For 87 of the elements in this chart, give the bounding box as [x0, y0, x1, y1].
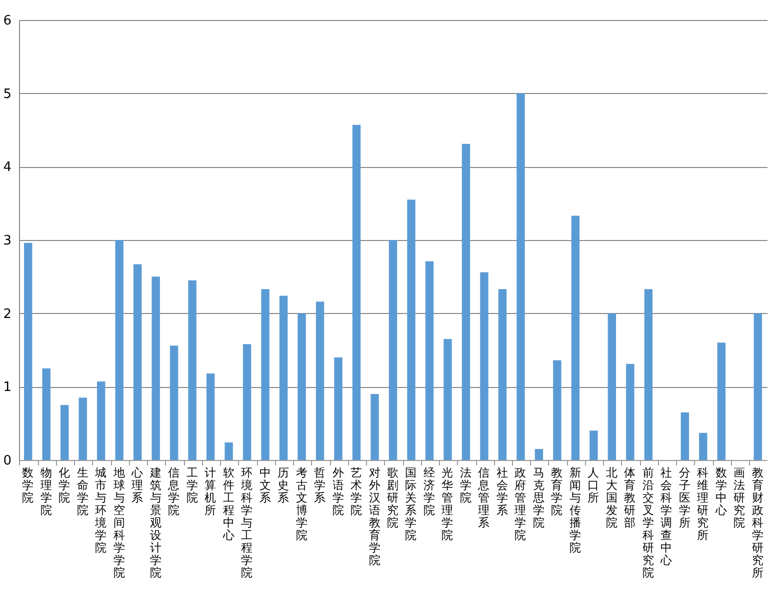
x-tick-label: 计算机所: [204, 466, 217, 517]
bar: [626, 364, 634, 460]
x-tick-label: 画法研究院: [734, 466, 746, 530]
y-tick-label: 5: [3, 86, 12, 102]
bar: [152, 276, 160, 460]
bar: [644, 289, 653, 460]
category-label: 教育财政科学研究所: [752, 466, 764, 580]
x-tick-label: 经济学院: [423, 466, 436, 517]
bar: [224, 442, 233, 460]
x-tick-label: 信息管理系: [477, 466, 490, 530]
bar: [298, 313, 306, 460]
bar: [680, 412, 690, 460]
x-tick-label: 软件工程中心: [222, 466, 235, 542]
bar: [188, 280, 196, 460]
bar: [444, 339, 452, 460]
y-tick-label: 3: [3, 234, 12, 248]
bar: [388, 240, 398, 460]
bar: [242, 344, 252, 460]
bar: [571, 216, 580, 460]
bar: [170, 346, 178, 460]
bar: [334, 357, 342, 460]
bar: [133, 264, 142, 460]
bar: [407, 200, 416, 460]
x-tick-label: 生命学院: [76, 466, 89, 517]
x-tick-label: 历史系: [278, 466, 290, 504]
bar: [316, 302, 324, 460]
category-label: 前沿交叉学科研究院: [642, 466, 654, 580]
bar: [115, 240, 124, 460]
bar: [261, 289, 270, 460]
bar: [425, 261, 434, 460]
bar: [96, 382, 106, 460]
x-tick-label: 国际关系学院: [405, 466, 418, 542]
category-label: 地球与空间科学学院: [113, 466, 126, 580]
x-tick-label: 艺术学院: [350, 466, 363, 517]
category-label: 建筑与景观设计学院: [150, 466, 162, 580]
x-tick-label: 考古文博学院: [296, 466, 308, 542]
bar: [516, 93, 525, 460]
bar: [78, 398, 87, 460]
bar: [480, 272, 488, 460]
bar: [42, 368, 50, 460]
bar: [754, 313, 762, 460]
bar: [352, 124, 361, 460]
bar: [608, 313, 616, 460]
bar: [717, 342, 726, 460]
x-tick-label: 外语学院: [332, 466, 344, 517]
x-tick-label: 歌剧研究院: [387, 466, 399, 530]
bar: [24, 242, 32, 460]
x-tick-label: 人口所: [588, 466, 600, 504]
y-tick-label: 6: [3, 14, 12, 28]
x-tick-label: 政府管理学院: [514, 466, 527, 542]
x-tick-label: 新闻与传播学院: [569, 466, 582, 554]
x-tick-label: 数学中心: [714, 466, 728, 517]
bar: [590, 430, 598, 460]
x-tick-label: 社会科学调查中心: [660, 466, 673, 567]
bar: [60, 405, 69, 460]
x-tick-label: 数学院: [22, 466, 34, 504]
x-tick-label: 信息学院: [167, 466, 180, 517]
bar: [279, 296, 288, 460]
bar: [534, 449, 544, 460]
bar: [462, 144, 470, 460]
x-tick-label: 法学院: [460, 466, 472, 504]
x-tick-label: 体育教研部: [624, 466, 636, 530]
x-tick-label: 马克思学院: [532, 466, 545, 530]
x-tick-label: 教育学院: [551, 466, 564, 517]
x-tick-label: 北大国发院: [606, 466, 618, 530]
y-tick-label: 1: [3, 380, 12, 396]
x-tick-label: 心理系: [130, 466, 144, 504]
bar: [699, 432, 708, 460]
x-tick-label: 化学院: [58, 466, 71, 504]
y-tick-label: 0: [3, 454, 12, 468]
x-tick-label: 科维理研究所: [697, 466, 710, 542]
category-label: 环境科学与工程学院: [241, 466, 254, 580]
y-tick-label: 2: [3, 306, 12, 322]
x-tick-label: 物理学院: [40, 466, 52, 517]
x-tick-label: 城市与环境学院: [94, 466, 108, 554]
x-tick-label: 社会学系: [496, 466, 508, 517]
x-tick-label: 分子医学所: [678, 466, 691, 530]
y-tick-label: 4: [3, 160, 12, 176]
x-tick-label: 光华管理学院: [442, 466, 454, 542]
bar: [553, 360, 562, 460]
bar: [370, 394, 379, 460]
x-tick-label: 中文系: [259, 466, 272, 504]
x-tick-label: 哲学系: [314, 466, 326, 504]
bar: [498, 289, 507, 460]
bar: [206, 373, 215, 460]
x-tick-label: 工学院: [186, 466, 198, 504]
x-tick-label: 对外汉语教育学院: [368, 466, 381, 567]
